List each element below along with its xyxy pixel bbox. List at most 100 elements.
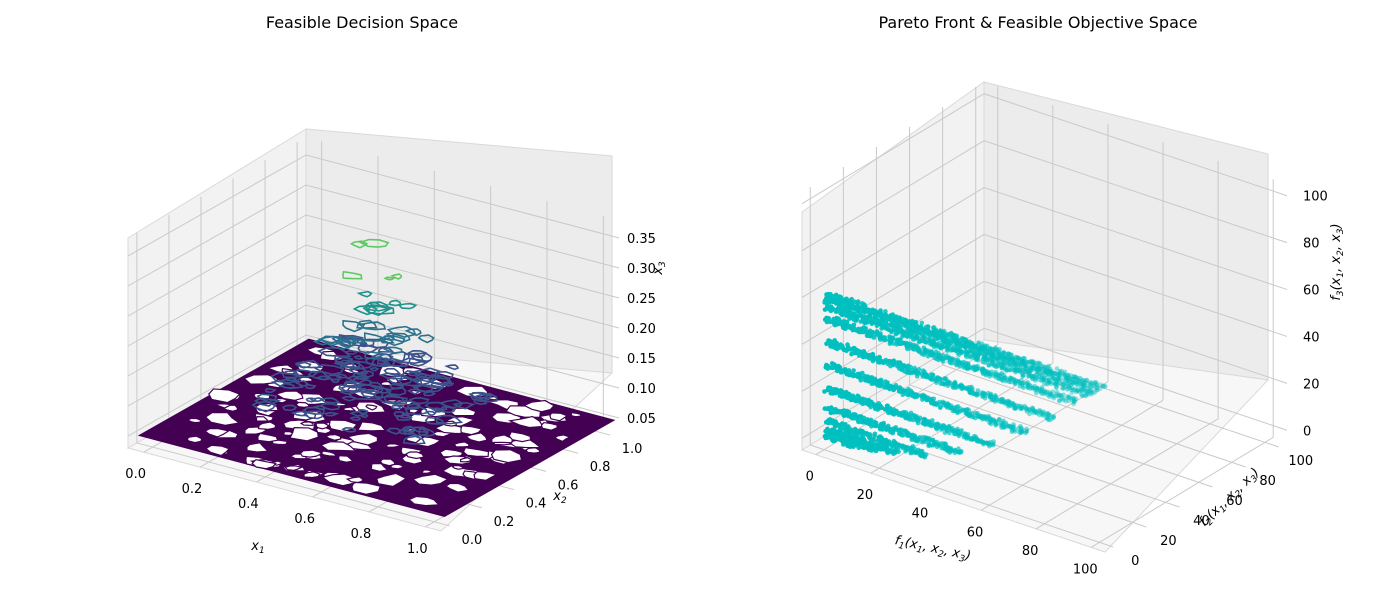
scatter-point [1000, 360, 1006, 366]
contour-line [434, 408, 446, 413]
scatter-point [1056, 382, 1061, 387]
scatter-point [1041, 377, 1046, 382]
f1-tick-label: 60 [967, 525, 984, 540]
contour-hole [186, 417, 202, 424]
scatter-point [1061, 382, 1067, 387]
scatter-point [908, 450, 913, 456]
scatter-point [1095, 382, 1100, 388]
scatter-point [897, 341, 903, 347]
scatter-point [1068, 383, 1073, 388]
contour-line [468, 391, 491, 400]
scatter-point [1083, 387, 1088, 392]
scatter-point [1034, 386, 1040, 391]
scatter-point [867, 445, 873, 450]
scatter-point [1065, 378, 1071, 384]
scatter-point [1043, 378, 1048, 383]
scatter-point [1055, 375, 1061, 381]
scatter-point [964, 352, 969, 357]
scatter-point [1047, 379, 1052, 385]
scatter-point [1036, 366, 1041, 371]
contour-line [349, 416, 362, 421]
scatter-point [850, 439, 855, 444]
scatter-point [1034, 388, 1039, 393]
scatter-point [1045, 392, 1051, 398]
scatter-point [841, 442, 846, 447]
scatter-point [1025, 368, 1031, 374]
scatter-point [1069, 377, 1075, 382]
scatter-point [1064, 375, 1069, 381]
scatter-point [1021, 372, 1026, 378]
scatter-point [957, 364, 963, 369]
scatter-point [1069, 380, 1075, 385]
scatter-point [1073, 387, 1078, 393]
objective-space-title: Pareto Front & Feasible Objective Space [878, 13, 1197, 32]
scatter-point [1018, 406, 1024, 411]
scatter-point [1094, 387, 1100, 393]
contour-line [417, 334, 435, 344]
scatter-point [1044, 381, 1049, 387]
x3-tick-label: 0.25 [627, 292, 656, 307]
scatter-point [1046, 371, 1051, 377]
scatter-point [1073, 374, 1078, 380]
x3-tick-label: 0.05 [627, 412, 656, 427]
scatter-point [1044, 370, 1049, 375]
contour-line [293, 380, 311, 387]
scatter-point [1074, 382, 1080, 387]
contour-hole [204, 444, 231, 457]
contour-line [377, 346, 395, 353]
floor-grid-f2 [810, 444, 1114, 548]
scatter-point [874, 323, 880, 329]
x1-tick-label: 1.0 [407, 542, 428, 557]
scatter-point [948, 448, 953, 454]
scatter-point [907, 321, 913, 327]
scatter-point [1043, 368, 1048, 374]
scatter-point [1047, 394, 1052, 400]
scatter-point [1086, 383, 1091, 389]
scatter-point [838, 369, 844, 375]
scatter-point [1029, 365, 1035, 371]
scatter-point [1047, 392, 1053, 397]
scatter-point [1071, 379, 1076, 385]
f1-tick-label: 0 [806, 470, 814, 485]
scatter-point [1079, 381, 1085, 387]
scatter-point [1025, 385, 1031, 391]
scatter-point [1077, 379, 1082, 385]
contour-line [309, 397, 325, 403]
scatter-point [1100, 384, 1105, 389]
contour-line [375, 395, 408, 405]
scatter-point [1037, 374, 1042, 380]
scatter-point [1042, 388, 1047, 394]
contour-hole [473, 471, 499, 481]
scatter-point [1065, 372, 1071, 378]
scatter-point [1037, 408, 1042, 413]
scatter-point [1048, 392, 1054, 397]
scatter-point [1053, 378, 1059, 383]
scatter-point [991, 441, 996, 447]
contour-line [379, 337, 396, 344]
scatter-point [1057, 376, 1063, 381]
scatter-point [1086, 388, 1092, 394]
scatter-point [975, 358, 981, 363]
scatter-point [1092, 382, 1097, 387]
contour-hole [379, 458, 396, 467]
scatter-point [1032, 362, 1037, 367]
contour-line [387, 351, 410, 362]
scatter-point [1036, 365, 1041, 371]
scatter-point [1026, 373, 1031, 378]
scatter-point [858, 319, 863, 324]
scatter-point [1063, 384, 1069, 390]
scatter-point [915, 438, 921, 444]
scatter-point [1034, 367, 1040, 373]
scatter-point [1042, 389, 1047, 395]
scatter-point [1079, 388, 1084, 394]
scatter-point [1049, 381, 1054, 387]
objective-space-ticks: 0 0 0 20 20 20 40 40 40 60 60 60 80 80 80 100 100 100 [806, 190, 1328, 578]
scatter-point [1022, 360, 1027, 366]
scatter-point [1071, 399, 1076, 405]
scatter-point [837, 320, 842, 325]
scatter-point [1039, 366, 1045, 372]
contour-line [251, 401, 277, 413]
contour-line [387, 299, 402, 307]
contour-line [285, 376, 297, 382]
scatter-point [1041, 377, 1047, 383]
